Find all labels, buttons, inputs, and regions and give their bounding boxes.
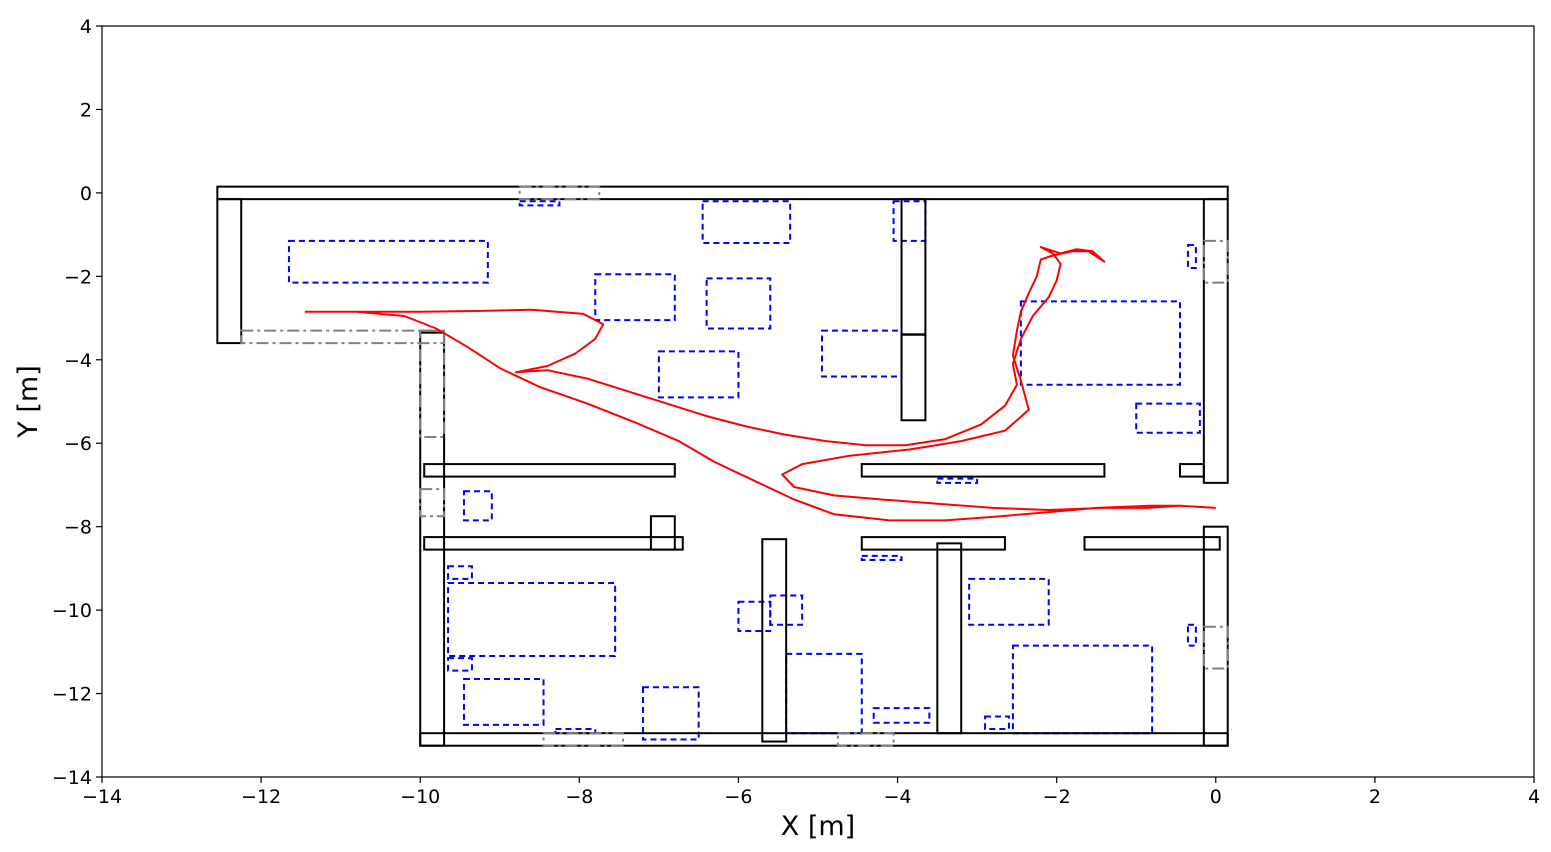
wall-7 [761, 538, 788, 743]
furniture-box-6 [657, 350, 740, 399]
door-5 [836, 732, 895, 747]
wall-9 [423, 463, 676, 478]
furniture-box-25 [984, 715, 1010, 731]
furniture-box-8 [1019, 300, 1181, 386]
wall-10 [860, 463, 1106, 478]
walls-layer [216, 185, 1229, 747]
furniture-box-15 [447, 657, 473, 672]
furniture-box-7 [820, 329, 903, 378]
furniture-box-22 [872, 707, 931, 724]
door-1 [240, 329, 446, 345]
furniture-box-21 [641, 686, 700, 741]
wall-1 [216, 198, 243, 345]
wall-0 [216, 185, 1229, 201]
door-3 [419, 488, 446, 518]
x-tick-label: −12 [241, 786, 281, 808]
trajectory-layer [304, 246, 1216, 522]
x-axis-label: X [m] [781, 811, 855, 842]
furniture-box-4 [594, 273, 676, 322]
x-tick-label: −8 [565, 786, 593, 808]
wall-13 [649, 515, 676, 551]
furniture-box-11 [936, 477, 979, 484]
trajectory-end-segment [1179, 504, 1216, 509]
y-axis-ticks: 4 2 0 −2 −4 −6 −8 −10 −12 −14 [52, 16, 102, 789]
furniture-box-12 [462, 490, 493, 522]
furniture-box-24 [968, 577, 1050, 626]
plot-frame [101, 25, 1535, 778]
door-7 [1202, 625, 1229, 670]
x-tick-label: −6 [724, 786, 752, 808]
furniture-box-23 [860, 554, 903, 562]
y-tick-label: 0 [80, 183, 92, 205]
y-tick-label: −4 [64, 350, 92, 372]
wall-4 [1202, 525, 1229, 747]
x-tick-label: −2 [1043, 786, 1071, 808]
x-tick-label: −4 [884, 786, 912, 808]
furniture-box-9 [1186, 244, 1197, 269]
furniture-box-19 [785, 652, 863, 735]
furniture-box-10 [1135, 402, 1201, 434]
y-tick-label: 4 [80, 16, 92, 38]
furniture-box-0 [287, 239, 489, 284]
wall-11 [1178, 463, 1205, 478]
y-tick-label: −14 [52, 767, 92, 789]
wall-8 [936, 542, 963, 735]
x-tick-label: −14 [82, 786, 122, 808]
y-tick-label: −10 [52, 600, 92, 622]
wall-14 [860, 536, 1006, 551]
furniture-box-3 [892, 200, 927, 242]
door-6 [1202, 239, 1229, 284]
x-tick-label: 4 [1528, 786, 1540, 808]
furniture-box-2 [701, 200, 792, 244]
furniture-layer [287, 200, 1201, 741]
doors-layer [240, 185, 1229, 747]
furniture-box-27 [1186, 623, 1197, 647]
x-tick-label: 2 [1369, 786, 1381, 808]
door-4 [542, 732, 625, 747]
furniture-box-16 [462, 677, 545, 726]
y-tick-label: −2 [64, 266, 92, 288]
y-tick-label: −6 [64, 433, 92, 455]
furniture-box-13 [447, 565, 473, 580]
y-axis-label: Y [m] [13, 365, 44, 438]
wall-5 [1202, 198, 1229, 484]
wall-3 [419, 732, 1229, 747]
x-tick-label: −10 [400, 786, 440, 808]
wall-6 [900, 198, 927, 422]
wall-15 [1083, 536, 1221, 551]
door-0 [518, 185, 601, 201]
x-tick-label: 0 [1210, 786, 1222, 808]
furniture-box-17 [737, 600, 772, 632]
y-tick-label: −8 [64, 517, 92, 539]
wall-12 [423, 536, 684, 551]
trajectory-line [304, 246, 1181, 522]
furniture-box-1 [518, 200, 561, 207]
furniture-box-26 [1011, 644, 1154, 735]
furniture-box-14 [447, 581, 617, 658]
x-axis-ticks: −14 −12 −10 −8 −6 −4 −2 0 2 4 [82, 777, 1540, 808]
y-tick-label: 2 [80, 99, 92, 121]
y-tick-label: −12 [52, 684, 92, 706]
door-2 [419, 329, 446, 438]
furniture-box-5 [705, 277, 772, 330]
